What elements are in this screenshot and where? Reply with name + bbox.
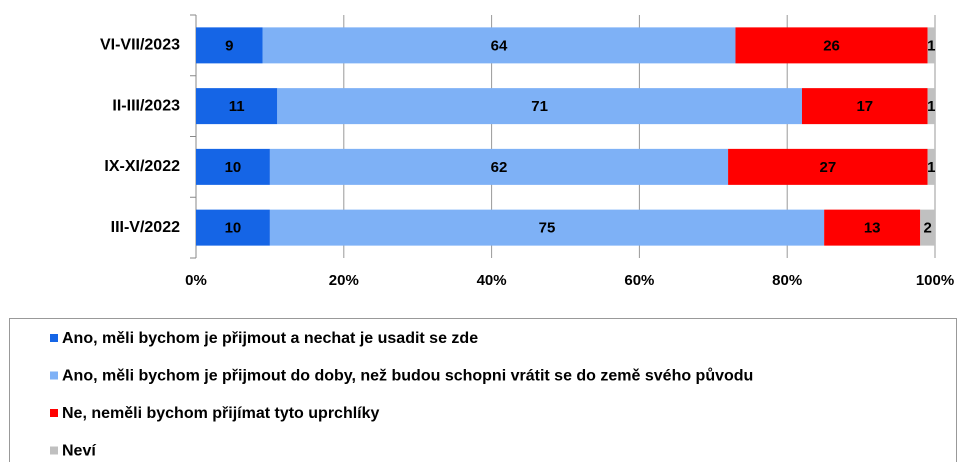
bar-segment [196,148,270,185]
data-label: 10 [225,159,242,176]
data-label: 1 [927,37,935,54]
bar-segment [277,88,802,125]
x-tick-label: 80% [772,272,802,289]
data-label: 62 [491,159,508,176]
legend-swatch [50,371,58,380]
data-label: 2 [923,220,931,237]
y-tick-label: VI-VII/2023 [100,37,180,54]
bar-segment [927,88,935,125]
data-label: 10 [225,220,242,237]
y-tick-label: III-V/2022 [111,219,180,236]
x-tick-label: 40% [477,272,507,289]
data-label: 9 [225,37,233,54]
data-label: 1 [927,159,935,176]
bar-segment [735,27,928,64]
legend-label: Ne, neměli bychom přijímat tyto uprchlík… [62,405,380,422]
bar-segment [920,209,935,246]
data-label: 75 [539,220,556,237]
data-label: 11 [229,98,245,115]
legend-box [9,318,957,467]
bar-segment [269,209,825,246]
x-tick-label: 20% [329,272,359,289]
data-label: 1 [927,98,935,115]
legend-label: Neví [62,443,96,460]
bar-segment [196,209,270,246]
legend-swatch [50,409,58,417]
legend-swatch [50,334,58,342]
bar-segment [262,27,736,64]
bar-segment [196,88,278,125]
bar-segment [927,148,935,185]
data-label: 64 [491,37,508,54]
bar-segment [196,27,263,64]
x-tick-label: 60% [624,272,654,289]
x-tick-label: 100% [916,272,954,289]
legend-label: Ano, měli bychom je přijmout do doby, ne… [62,368,753,385]
data-label: 17 [856,98,873,115]
data-label: 26 [823,37,840,54]
legend-label: Ano, měli bychom je přijmout a nechat je… [62,330,478,347]
legend-swatch [50,446,58,455]
y-tick-label: IX-XI/2022 [104,158,180,175]
bar-segment [824,209,921,246]
x-tick-label: 0% [185,272,207,289]
bar-segment [728,148,928,185]
bar-segment [269,148,729,185]
bar-segment [801,88,928,125]
bar-segment [927,27,935,64]
data-label: 71 [531,98,548,115]
data-label: 13 [864,220,881,237]
data-label: 27 [820,159,837,176]
y-tick-label: II-III/2023 [112,97,180,114]
